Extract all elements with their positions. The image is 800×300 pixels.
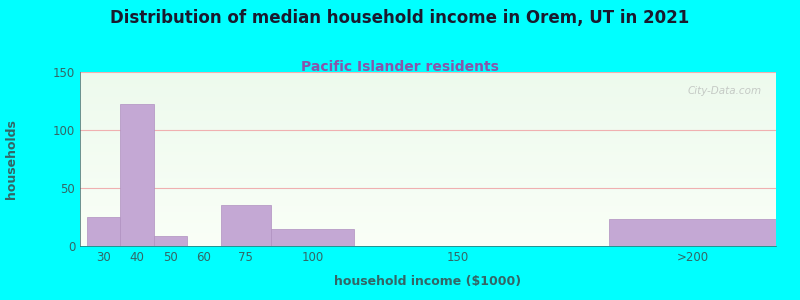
- Bar: [86, 217, 120, 246]
- Text: Pacific Islander residents: Pacific Islander residents: [301, 60, 499, 74]
- Text: households: households: [6, 119, 18, 199]
- Bar: [609, 219, 776, 246]
- Text: household income ($1000): household income ($1000): [334, 275, 522, 288]
- Bar: [120, 104, 154, 246]
- Text: Distribution of median household income in Orem, UT in 2021: Distribution of median household income …: [110, 9, 690, 27]
- Bar: [270, 229, 354, 246]
- Text: City-Data.com: City-Data.com: [688, 86, 762, 96]
- Bar: [154, 236, 187, 246]
- Bar: [221, 206, 270, 246]
